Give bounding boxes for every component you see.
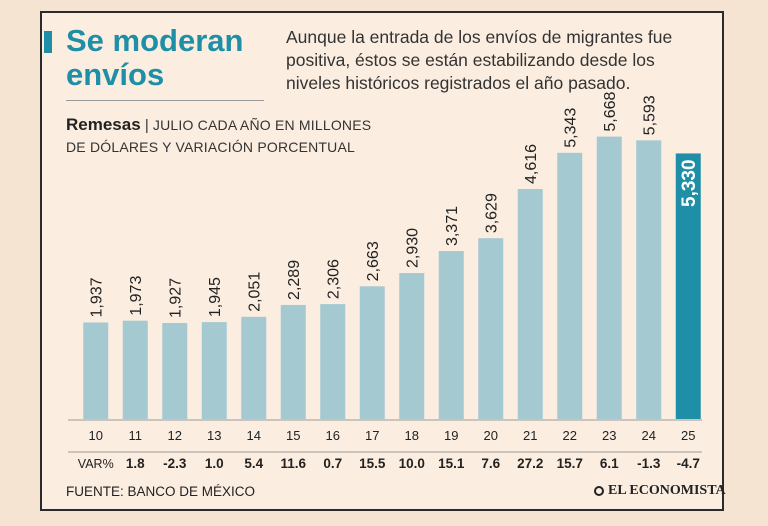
value-label-18: 2,930: [405, 228, 422, 268]
logo-icon: [594, 486, 604, 496]
variation-value-18: 10.0: [399, 456, 425, 471]
variation-value-19: 15.1: [438, 456, 465, 471]
logo-text: EL ECONOMISTA: [608, 483, 726, 498]
bar-22: [557, 152, 583, 420]
variation-value-16: 0.7: [323, 456, 342, 471]
variation-value-12: -2.3: [163, 456, 187, 471]
x-tick-15: 15: [286, 428, 300, 443]
value-label-21: 4,616: [523, 144, 540, 184]
variation-value-22: 15.7: [557, 456, 583, 471]
x-tick-14: 14: [247, 428, 261, 443]
source-note: FUENTE: BANCO DE MÉXICO: [66, 484, 256, 499]
x-tick-23: 23: [602, 428, 616, 443]
bar-12: [162, 322, 188, 419]
x-tick-25: 25: [681, 428, 695, 443]
value-label-20: 3,629: [484, 193, 501, 233]
bar-23: [596, 136, 622, 419]
accent-mark: [44, 31, 52, 53]
variation-value-25: -4.7: [677, 456, 700, 471]
x-tick-13: 13: [207, 428, 221, 443]
bar-18: [399, 273, 425, 419]
bar-10: [83, 322, 109, 419]
subhead: Aunque la entrada de los envíos de migra…: [286, 27, 673, 93]
x-tick-18: 18: [405, 428, 419, 443]
value-label-23: 5,668: [602, 91, 619, 131]
value-label-15: 2,289: [286, 260, 303, 300]
x-tick-17: 17: [365, 428, 379, 443]
variation-value-20: 7.6: [481, 456, 500, 471]
variation-value-21: 27.2: [517, 456, 543, 471]
x-tick-21: 21: [523, 428, 537, 443]
publisher-logo: EL ECONOMISTA: [594, 483, 726, 499]
variation-value-14: 5.4: [244, 456, 263, 471]
bar-20: [478, 238, 504, 419]
variation-label: VAR%: [78, 457, 114, 471]
bar-15: [280, 304, 306, 419]
x-tick-10: 10: [89, 428, 103, 443]
x-tick-12: 12: [168, 428, 182, 443]
value-label-10: 1,937: [89, 277, 106, 317]
headline: Se moderan envíos: [66, 23, 244, 92]
variation-value-11: 1.8: [126, 456, 145, 471]
value-label-13: 1,945: [207, 277, 224, 317]
variation-value-24: -1.3: [637, 456, 661, 471]
chart-subtitle: DE DÓLARES Y VARIACIÓN PORCENTUAL: [66, 139, 356, 155]
bar-17: [359, 286, 385, 419]
variation-value-15: 11.6: [280, 456, 306, 471]
x-tick-16: 16: [326, 428, 340, 443]
value-label-22: 5,343: [563, 108, 580, 148]
value-label-12: 1,927: [168, 278, 185, 318]
x-tick-20: 20: [484, 428, 498, 443]
value-label-24: 5,593: [642, 95, 659, 135]
chart-title-bold: Remesas: [66, 115, 141, 134]
variation-value-17: 15.5: [359, 456, 386, 471]
variation-value-13: 1.0: [205, 456, 224, 471]
bar-13: [201, 322, 227, 419]
x-tick-22: 22: [563, 428, 577, 443]
divider-rule: [66, 100, 264, 101]
value-label-17: 2,663: [365, 241, 382, 281]
bar-25: [675, 153, 701, 419]
value-label-14: 2,051: [247, 272, 264, 312]
x-tick-11: 11: [129, 428, 143, 443]
bar-16: [320, 304, 346, 419]
bar-24: [636, 140, 662, 419]
value-label-19: 3,371: [444, 206, 461, 246]
value-label-25: 5,330: [679, 159, 700, 207]
bar-19: [438, 251, 464, 419]
value-label-16: 2,306: [326, 259, 343, 299]
value-label-11: 1,973: [128, 276, 145, 316]
bar-11: [122, 320, 148, 419]
bar-21: [517, 189, 543, 419]
chart-title-separator: |: [144, 117, 149, 134]
bar-14: [241, 316, 267, 419]
variation-value-23: 6.1: [600, 456, 619, 471]
x-tick-24: 24: [642, 428, 656, 443]
chart-title-rest: JULIO CADA AÑO EN MILLONES: [152, 117, 372, 133]
x-tick-19: 19: [444, 428, 458, 443]
chart-title: Remesas | JULIO CADA AÑO EN MILLONES: [66, 114, 371, 137]
